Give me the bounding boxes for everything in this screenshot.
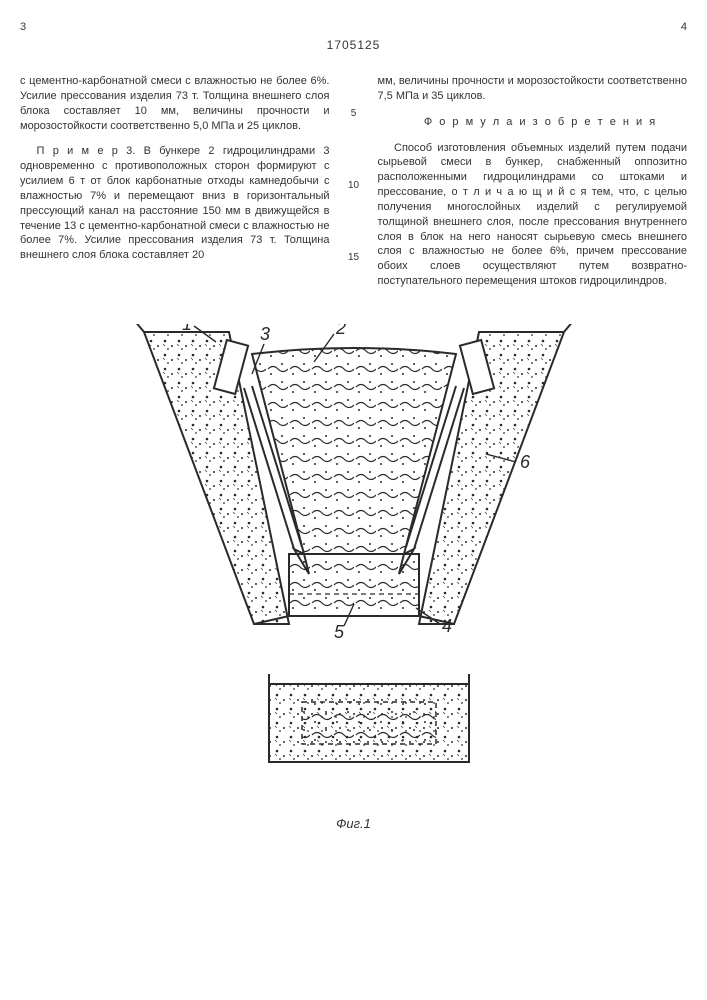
page-number-right: 4 [681, 20, 687, 35]
line-mark: 15 [348, 251, 359, 265]
callout-5: 5 [334, 622, 345, 642]
right-para-2: Способ изготовления объемных изделий пут… [378, 141, 688, 289]
document-number: 1705125 [20, 37, 687, 53]
text-columns: с цементно-карбонатной смеси с влажность… [20, 63, 687, 300]
right-para-1: мм, величины прочности и морозостойкости… [378, 74, 688, 104]
left-column: с цементно-карбонатной смеси с влажность… [20, 63, 330, 300]
callout-3: 3 [260, 324, 270, 344]
page-number-left: 3 [20, 20, 26, 35]
figure-caption: Фиг.1 [134, 815, 574, 833]
line-number-gutter: 5 10 15 [346, 63, 362, 300]
figure-1: 1 2 3 4 5 6 Фиг.1 [134, 324, 574, 832]
left-para-1: с цементно-карбонатной смеси с влажность… [20, 74, 330, 133]
line-mark: 5 [351, 107, 357, 121]
line-mark: 10 [348, 179, 359, 193]
callout-1: 1 [182, 324, 192, 334]
callout-2: 2 [335, 324, 346, 338]
callout-4: 4 [442, 616, 452, 636]
callout-6: 6 [520, 452, 531, 472]
formula-title: Ф о р м у л а и з о б р е т е н и я [378, 115, 688, 130]
right-column: мм, величины прочности и морозостойкости… [378, 63, 688, 300]
left-para-2: П р и м е р 3. В бункере 2 гидроцилиндра… [20, 144, 330, 263]
